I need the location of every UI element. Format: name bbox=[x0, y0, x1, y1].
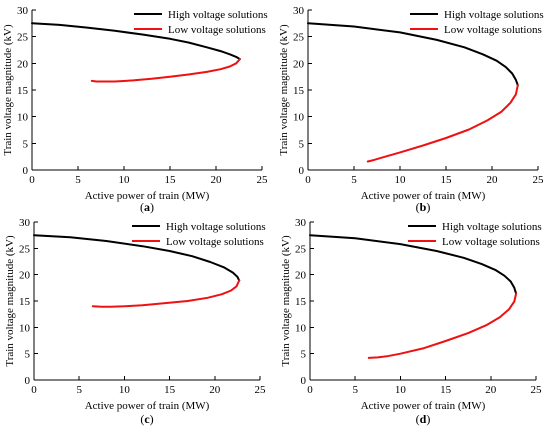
x-tick-label: 25 bbox=[257, 174, 269, 186]
y-tick-label: 15 bbox=[17, 85, 29, 97]
series-line-high-voltage bbox=[309, 234, 518, 295]
x-tick-label: 10 bbox=[395, 174, 407, 186]
x-tick-label: 5 bbox=[352, 384, 358, 396]
y-axis-label: Train voltage magnitude (kV) bbox=[278, 24, 290, 156]
y-tick-label: 5 bbox=[299, 138, 305, 150]
x-tick-label: 0 bbox=[29, 174, 35, 186]
y-tick-label: 5 bbox=[25, 349, 31, 361]
x-axis-label: Active power of train (MW) bbox=[85, 190, 210, 202]
legend-label: High voltage solutions bbox=[442, 221, 542, 233]
x-tick-label: 15 bbox=[441, 174, 453, 186]
x-tick-label: 15 bbox=[440, 384, 452, 396]
y-tick-label: 20 bbox=[17, 58, 29, 70]
x-tick-label: 20 bbox=[209, 384, 221, 396]
x-axis-label: Active power of train (MW) bbox=[85, 400, 210, 412]
series-line-low-voltage bbox=[367, 292, 518, 359]
y-tick-label: 0 bbox=[25, 375, 31, 387]
series-line-high-voltage bbox=[33, 234, 241, 282]
chart-panel-b: 0 5 10 15 20 25 0 5 10 15 20 25 30 Active power of tr… bbox=[278, 5, 544, 214]
x-tick-label: 0 bbox=[305, 174, 311, 186]
x-tick-label: 10 bbox=[119, 174, 131, 186]
y-tick-label: 0 bbox=[299, 165, 305, 177]
x-tick-label: 0 bbox=[31, 384, 37, 396]
x-tick-label: 25 bbox=[255, 384, 267, 396]
x-tick-label: 15 bbox=[165, 174, 177, 186]
x-axis-label: Active power of train (MW) bbox=[361, 400, 486, 412]
legend-label: Low voltage solutions bbox=[168, 24, 266, 36]
legend-label: High voltage solutions bbox=[168, 9, 268, 21]
panel-label: (c) bbox=[140, 412, 153, 426]
y-tick-label: 30 bbox=[293, 5, 305, 17]
x-tick-label: 5 bbox=[75, 174, 81, 186]
x-tick-label: 5 bbox=[351, 174, 357, 186]
y-tick-label: 15 bbox=[295, 296, 307, 308]
y-tick-label: 10 bbox=[19, 322, 31, 334]
y-axis-label: Train voltage magnitude (kV) bbox=[4, 235, 16, 367]
legend-label: High voltage solutions bbox=[166, 221, 266, 233]
y-tick-label: 15 bbox=[19, 296, 31, 308]
y-tick-label: 20 bbox=[19, 270, 31, 282]
y-tick-label: 15 bbox=[293, 85, 305, 97]
legend-label: Low voltage solutions bbox=[444, 24, 542, 36]
series-line-low-voltage bbox=[90, 58, 241, 83]
x-tick-label: 20 bbox=[487, 174, 499, 186]
y-tick-label: 20 bbox=[293, 58, 305, 70]
y-tick-label: 25 bbox=[293, 32, 305, 44]
panel-label: (a) bbox=[140, 200, 154, 214]
x-axis-label: Active power of train (MW) bbox=[361, 190, 486, 202]
x-tick-label: 20 bbox=[211, 174, 223, 186]
chart-panel-d: 0 5 10 15 20 25 0 5 10 15 20 25 30 Active power of tr… bbox=[280, 217, 542, 426]
chart-panel-c: 0 5 10 15 20 25 0 5 10 15 20 25 30 Active power of tr… bbox=[4, 217, 266, 426]
panel-label: (d) bbox=[416, 412, 431, 426]
y-axis-label: Train voltage magnitude (kV) bbox=[280, 235, 292, 367]
x-tick-label: 10 bbox=[395, 384, 407, 396]
x-tick-label: 25 bbox=[531, 384, 543, 396]
legend-label: Low voltage solutions bbox=[442, 236, 540, 248]
chart-panel-a: 0 5 10 15 20 25 0 5 10 15 20 25 30 Active power of tr… bbox=[2, 5, 268, 214]
legend-label: High voltage solutions bbox=[444, 9, 544, 21]
y-tick-label: 0 bbox=[23, 165, 29, 177]
series-line-low-voltage bbox=[366, 84, 519, 163]
x-tick-label: 0 bbox=[307, 384, 313, 396]
y-axis-label: Train voltage magnitude (kV) bbox=[2, 24, 14, 156]
y-tick-label: 20 bbox=[295, 270, 307, 282]
series-line-high-voltage bbox=[307, 22, 519, 87]
y-tick-label: 5 bbox=[301, 349, 307, 361]
y-tick-label: 0 bbox=[301, 375, 307, 387]
y-tick-label: 30 bbox=[17, 5, 29, 17]
y-tick-label: 30 bbox=[295, 217, 307, 229]
series-line-high-voltage bbox=[31, 22, 241, 61]
y-tick-label: 10 bbox=[293, 112, 305, 124]
y-tick-label: 25 bbox=[295, 243, 307, 255]
x-tick-label: 25 bbox=[533, 174, 545, 186]
x-tick-label: 5 bbox=[76, 384, 82, 396]
y-tick-label: 25 bbox=[19, 243, 31, 255]
y-tick-label: 25 bbox=[17, 32, 29, 44]
y-tick-label: 10 bbox=[17, 112, 29, 124]
y-tick-label: 10 bbox=[295, 322, 307, 334]
legend-label: Low voltage solutions bbox=[166, 236, 264, 248]
series-line-low-voltage bbox=[91, 279, 241, 308]
panel-label: (b) bbox=[416, 200, 431, 214]
y-tick-label: 5 bbox=[23, 138, 29, 150]
x-tick-label: 20 bbox=[485, 384, 497, 396]
x-tick-label: 10 bbox=[119, 384, 131, 396]
x-tick-label: 15 bbox=[164, 384, 176, 396]
y-tick-label: 30 bbox=[19, 217, 31, 229]
